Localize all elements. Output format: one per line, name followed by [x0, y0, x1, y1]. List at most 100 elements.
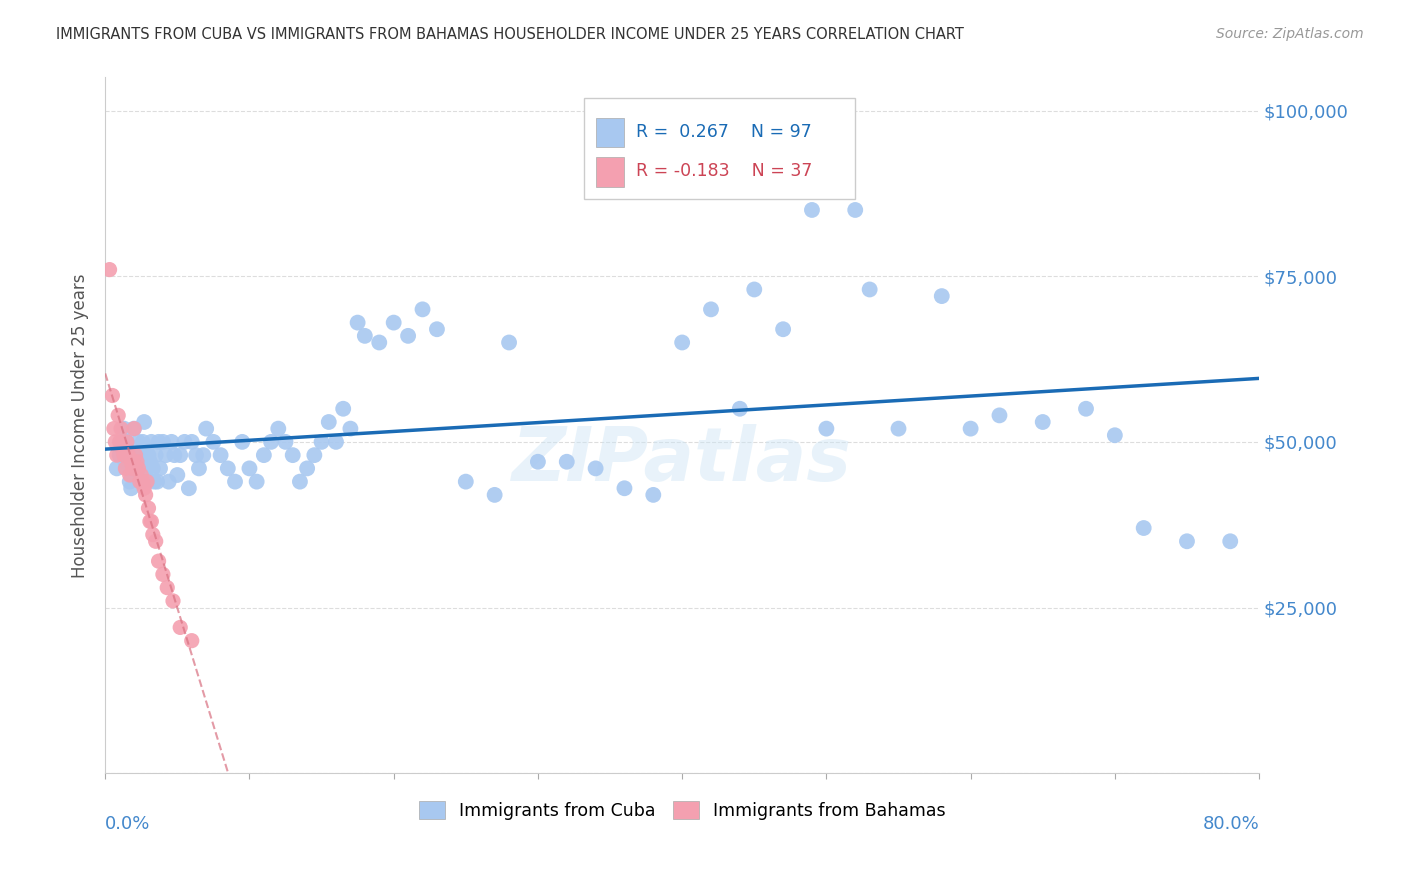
- Legend: Immigrants from Cuba, Immigrants from Bahamas: Immigrants from Cuba, Immigrants from Ba…: [412, 795, 952, 827]
- Text: IMMIGRANTS FROM CUBA VS IMMIGRANTS FROM BAHAMAS HOUSEHOLDER INCOME UNDER 25 YEAR: IMMIGRANTS FROM CUBA VS IMMIGRANTS FROM …: [56, 27, 965, 42]
- Point: [555, 455, 578, 469]
- Point: [1104, 428, 1126, 442]
- Point: [122, 422, 145, 436]
- Point: [426, 322, 449, 336]
- Point: [120, 481, 142, 495]
- FancyBboxPatch shape: [596, 118, 624, 147]
- Point: [124, 448, 146, 462]
- Point: [143, 475, 166, 489]
- Point: [353, 329, 375, 343]
- Point: [260, 434, 283, 449]
- Point: [295, 461, 318, 475]
- Point: [142, 527, 165, 541]
- Point: [169, 620, 191, 634]
- Point: [188, 461, 211, 475]
- Point: [180, 633, 202, 648]
- Point: [613, 481, 636, 495]
- Point: [217, 461, 239, 475]
- Point: [156, 581, 179, 595]
- FancyBboxPatch shape: [596, 158, 624, 186]
- Point: [288, 475, 311, 489]
- Text: R =  0.267    N = 97: R = 0.267 N = 97: [636, 123, 811, 141]
- Point: [111, 434, 134, 449]
- Point: [246, 475, 269, 489]
- Point: [136, 475, 159, 489]
- Point: [959, 422, 981, 436]
- Point: [339, 422, 361, 436]
- Point: [145, 448, 167, 462]
- Point: [346, 316, 368, 330]
- FancyBboxPatch shape: [583, 98, 855, 199]
- Point: [988, 409, 1011, 423]
- Text: 80.0%: 80.0%: [1202, 815, 1260, 833]
- Point: [671, 335, 693, 350]
- Point: [114, 461, 136, 475]
- Point: [160, 434, 183, 449]
- Point: [484, 488, 506, 502]
- Point: [180, 434, 202, 449]
- Point: [111, 442, 134, 456]
- Point: [138, 501, 160, 516]
- Point: [238, 461, 260, 475]
- Point: [128, 475, 150, 489]
- Point: [136, 461, 159, 475]
- Point: [146, 475, 169, 489]
- Point: [700, 302, 723, 317]
- Point: [128, 448, 150, 462]
- Point: [108, 434, 131, 449]
- Point: [887, 422, 910, 436]
- Y-axis label: Householder Income Under 25 years: Householder Income Under 25 years: [72, 273, 89, 577]
- Point: [931, 289, 953, 303]
- Point: [163, 448, 186, 462]
- Point: [274, 434, 297, 449]
- Point: [139, 515, 162, 529]
- Point: [103, 422, 125, 436]
- Point: [454, 475, 477, 489]
- Point: [859, 283, 882, 297]
- Text: R = -0.183    N = 37: R = -0.183 N = 37: [636, 162, 813, 180]
- Point: [815, 422, 838, 436]
- Point: [142, 461, 165, 475]
- Point: [332, 401, 354, 416]
- Point: [118, 468, 141, 483]
- Point: [141, 515, 163, 529]
- Point: [202, 434, 225, 449]
- Point: [157, 475, 180, 489]
- Point: [149, 461, 172, 475]
- Point: [253, 448, 276, 462]
- Point: [643, 488, 665, 502]
- Point: [112, 422, 135, 436]
- Point: [173, 434, 195, 449]
- Point: [742, 283, 765, 297]
- Point: [209, 448, 232, 462]
- Point: [152, 434, 174, 449]
- Point: [148, 554, 170, 568]
- Point: [129, 475, 152, 489]
- Point: [184, 448, 207, 462]
- Point: [498, 335, 520, 350]
- Point: [125, 455, 148, 469]
- Point: [132, 475, 155, 489]
- Point: [118, 475, 141, 489]
- Text: Source: ZipAtlas.com: Source: ZipAtlas.com: [1216, 27, 1364, 41]
- Point: [127, 434, 149, 449]
- Text: 0.0%: 0.0%: [105, 815, 150, 833]
- Point: [412, 302, 434, 317]
- Point: [135, 488, 157, 502]
- Point: [127, 461, 149, 475]
- Point: [135, 448, 157, 462]
- Point: [169, 448, 191, 462]
- Point: [110, 422, 132, 436]
- Point: [844, 202, 866, 217]
- Point: [134, 415, 156, 429]
- Point: [162, 594, 184, 608]
- Point: [1219, 534, 1241, 549]
- Point: [122, 422, 145, 436]
- Point: [1074, 401, 1097, 416]
- Point: [195, 422, 218, 436]
- Text: ZIPatlas: ZIPatlas: [512, 424, 852, 497]
- Point: [145, 534, 167, 549]
- Point: [117, 448, 139, 462]
- Point: [114, 455, 136, 469]
- Point: [396, 329, 419, 343]
